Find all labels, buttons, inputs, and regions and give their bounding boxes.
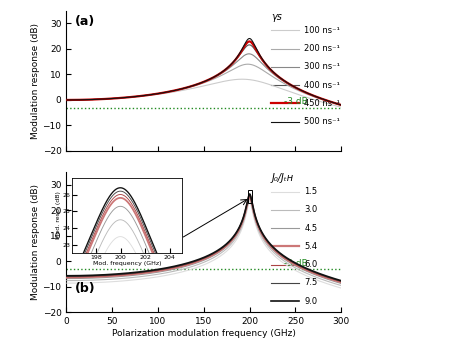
Text: 4.5: 4.5 xyxy=(304,224,317,233)
Text: -3 dB: -3 dB xyxy=(283,97,307,106)
Text: 5.4: 5.4 xyxy=(304,242,317,251)
Text: γs: γs xyxy=(271,12,282,22)
Text: 300 ns⁻¹: 300 ns⁻¹ xyxy=(304,62,340,71)
X-axis label: Polarization modulation frequency (GHz): Polarization modulation frequency (GHz) xyxy=(112,329,296,338)
Text: 100 ns⁻¹: 100 ns⁻¹ xyxy=(304,26,340,35)
Text: -3 dB: -3 dB xyxy=(283,259,307,268)
Text: 7.5: 7.5 xyxy=(304,278,318,288)
Text: 450 ns⁻¹: 450 ns⁻¹ xyxy=(304,99,340,108)
Text: 500 ns⁻¹: 500 ns⁻¹ xyxy=(304,117,340,126)
Bar xyxy=(248,190,252,203)
Text: J₀/Jₜʜ: J₀/Jₜʜ xyxy=(271,174,293,184)
Text: 3.0: 3.0 xyxy=(304,206,318,214)
Text: 200 ns⁻¹: 200 ns⁻¹ xyxy=(304,44,340,53)
Text: (b): (b) xyxy=(74,282,95,295)
Text: 1.5: 1.5 xyxy=(304,187,317,196)
Y-axis label: Modulation response (dB): Modulation response (dB) xyxy=(31,184,40,300)
Text: 6.0: 6.0 xyxy=(304,260,318,269)
Text: 400 ns⁻¹: 400 ns⁻¹ xyxy=(304,81,340,89)
Y-axis label: Modulation response (dB): Modulation response (dB) xyxy=(31,23,40,139)
Text: (a): (a) xyxy=(74,15,95,28)
Text: 9.0: 9.0 xyxy=(304,297,317,306)
